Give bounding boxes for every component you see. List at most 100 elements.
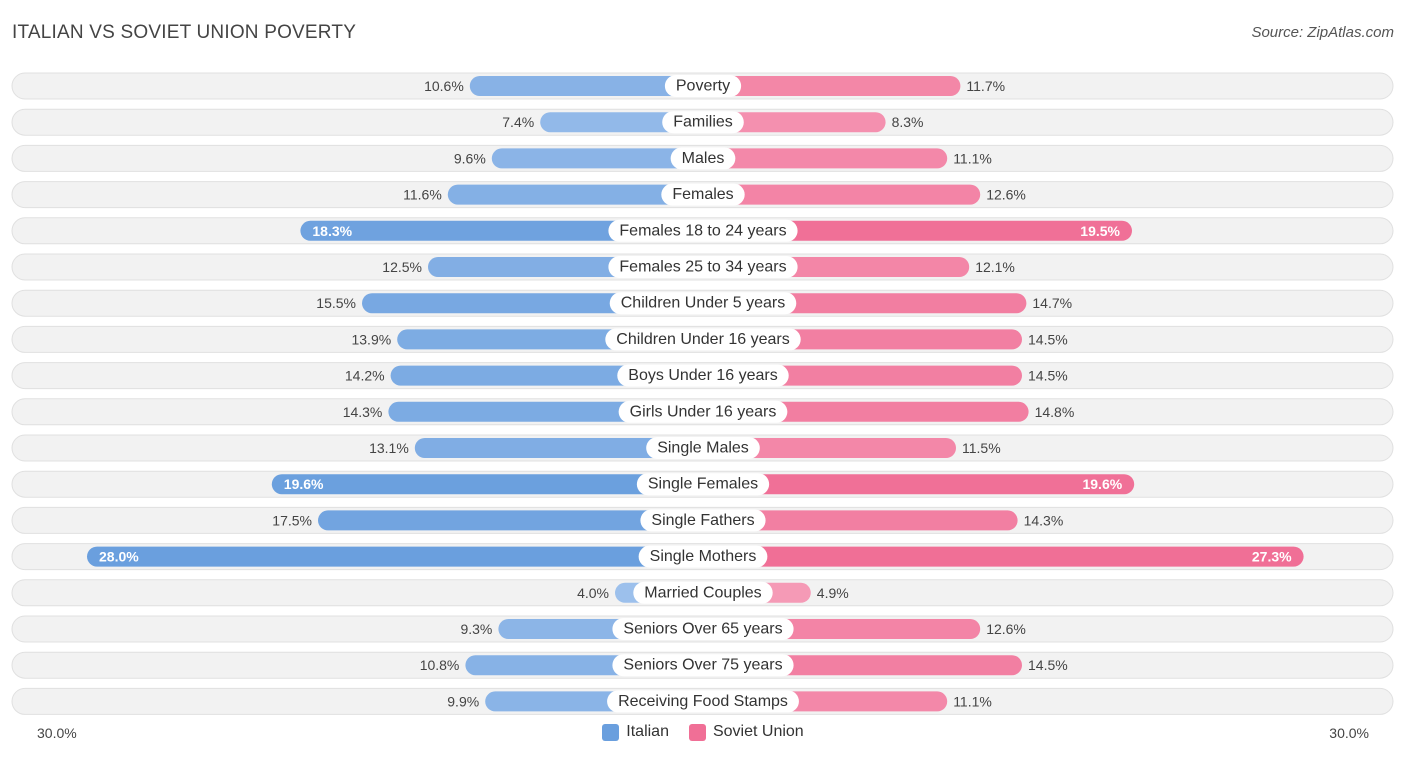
value-label-italian: 10.8% (420, 657, 460, 673)
category-label: Females (672, 186, 733, 203)
value-label-soviet: 12.6% (986, 621, 1026, 637)
category-pill (609, 292, 797, 315)
value-label-soviet: 8.3% (892, 114, 924, 130)
value-label-italian: 19.6% (284, 476, 324, 492)
bar-italian[interactable] (87, 546, 703, 567)
value-label-soviet: 11.1% (953, 693, 992, 709)
category-pill (608, 219, 798, 242)
legend-label-soviet: Soviet Union (712, 723, 804, 740)
value-label-soviet: 19.5% (1080, 223, 1120, 239)
category-pill (670, 147, 736, 170)
category-label: Single Females (648, 476, 758, 493)
value-label-soviet: 11.1% (953, 150, 992, 166)
value-label-italian: 13.9% (351, 331, 391, 347)
chart-row: 17.5% 14.3% Single Fathers (11, 506, 1394, 534)
bar-soviet[interactable] (703, 76, 961, 96)
category-label: Males (682, 150, 725, 167)
category-label: Seniors Over 65 years (623, 621, 782, 638)
value-label-soviet: 14.5% (1028, 331, 1068, 347)
legend: Italian Soviet Union (0, 723, 1406, 741)
chart-row: 14.2% 14.5% Boys Under 16 years (11, 362, 1394, 390)
bar-soviet[interactable] (703, 510, 1018, 531)
value-label-soviet: 12.6% (986, 187, 1026, 203)
chart-row: 7.4% 8.3% Families (11, 108, 1394, 136)
category-label: Seniors Over 75 years (623, 657, 782, 674)
category-pill (608, 256, 798, 278)
legend-item-soviet[interactable]: Soviet Union (688, 723, 804, 741)
category-pill (662, 111, 744, 134)
chart-row: 18.3% 19.5% Females 18 to 24 years (11, 217, 1394, 245)
bar-italian[interactable] (318, 510, 703, 531)
category-label: Girls Under 16 years (630, 403, 777, 420)
value-label-soviet: 12.1% (975, 259, 1015, 275)
value-label-italian: 14.3% (343, 404, 383, 420)
legend-swatch-italian (602, 723, 620, 741)
value-label-italian: 15.5% (316, 295, 356, 311)
axis-left-label: 30.0% (37, 725, 77, 741)
category-label: Single Mothers (650, 548, 757, 565)
value-label-soviet: 4.9% (817, 585, 849, 601)
value-label-italian: 10.6% (424, 78, 464, 94)
axis-right-label: 30.0% (1329, 725, 1369, 741)
value-label-italian: 18.3% (312, 223, 352, 239)
bar-soviet[interactable] (703, 220, 1132, 241)
value-label-italian: 28.0% (99, 549, 139, 565)
value-label-soviet: 14.8% (1035, 404, 1075, 420)
bar-soviet[interactable] (703, 438, 956, 458)
bar-soviet[interactable] (703, 148, 948, 169)
value-label-italian: 9.6% (454, 150, 486, 166)
chart-row: 10.8% 14.5% Seniors Over 75 years (11, 651, 1394, 679)
bar-italian[interactable] (540, 112, 703, 133)
legend-label-italian: Italian (626, 723, 669, 740)
chart-row: 9.6% 11.1% Males (11, 144, 1394, 172)
category-pill (618, 400, 788, 423)
value-label-italian: 9.3% (460, 621, 492, 637)
value-label-italian: 4.0% (577, 585, 609, 601)
legend-swatch-soviet (688, 723, 706, 741)
source-label: Source: ZipAtlas.com (1251, 24, 1394, 41)
category-label: Families (673, 114, 733, 131)
category-pill (617, 364, 789, 387)
bar-soviet[interactable] (703, 184, 981, 205)
category-pill (607, 690, 799, 713)
chart-row: 13.9% 14.5% Children Under 16 years (11, 325, 1394, 353)
value-label-italian: 9.9% (447, 693, 479, 709)
category-pill (605, 328, 801, 351)
chart-row: 28.0% 27.3% Single Mothers (11, 543, 1394, 571)
value-label-italian: 12.5% (382, 259, 422, 275)
category-label: Single Males (657, 440, 749, 457)
chart-row: 12.5% 12.1% Females 25 to 34 years (11, 253, 1394, 281)
category-pill (636, 473, 770, 496)
category-label: Receiving Food Stamps (618, 693, 788, 710)
category-label: Poverty (676, 78, 730, 95)
value-label-soviet: 14.5% (1028, 657, 1068, 673)
category-label: Children Under 16 years (616, 331, 789, 348)
bar-soviet[interactable] (703, 546, 1304, 567)
category-label: Boys Under 16 years (628, 367, 777, 384)
value-label-italian: 13.1% (369, 440, 409, 456)
bar-italian[interactable] (271, 474, 703, 495)
chart-row: 10.6% 11.7% Poverty (11, 72, 1394, 100)
chart-row: 4.0% 4.9% Married Couples (11, 579, 1394, 607)
value-label-soviet: 14.7% (1032, 295, 1072, 311)
category-pill (612, 654, 794, 677)
value-label-italian: 14.2% (345, 368, 385, 384)
legend-item-italian[interactable]: Italian (602, 723, 669, 741)
bar-soviet[interactable] (703, 474, 1135, 495)
category-label: Married Couples (644, 584, 761, 601)
category-label: Children Under 5 years (621, 295, 786, 312)
chart-row: 19.6% 19.6% Single Females (11, 470, 1394, 498)
category-pill (664, 75, 742, 97)
chart-row: 9.3% 12.6% Seniors Over 65 years (11, 615, 1394, 643)
value-label-soviet: 19.6% (1082, 476, 1122, 492)
chart-row: 9.9% 11.1% Receiving Food Stamps (11, 687, 1394, 715)
value-label-soviet: 11.5% (962, 440, 1001, 456)
bar-soviet[interactable] (703, 112, 886, 133)
bar-italian[interactable] (414, 438, 703, 458)
bar-italian[interactable] (447, 184, 703, 205)
chart-row: 15.5% 14.7% Children Under 5 years (11, 289, 1394, 317)
bar-italian[interactable] (469, 76, 703, 96)
bar-italian[interactable] (300, 220, 703, 241)
bar-italian[interactable] (491, 148, 703, 169)
